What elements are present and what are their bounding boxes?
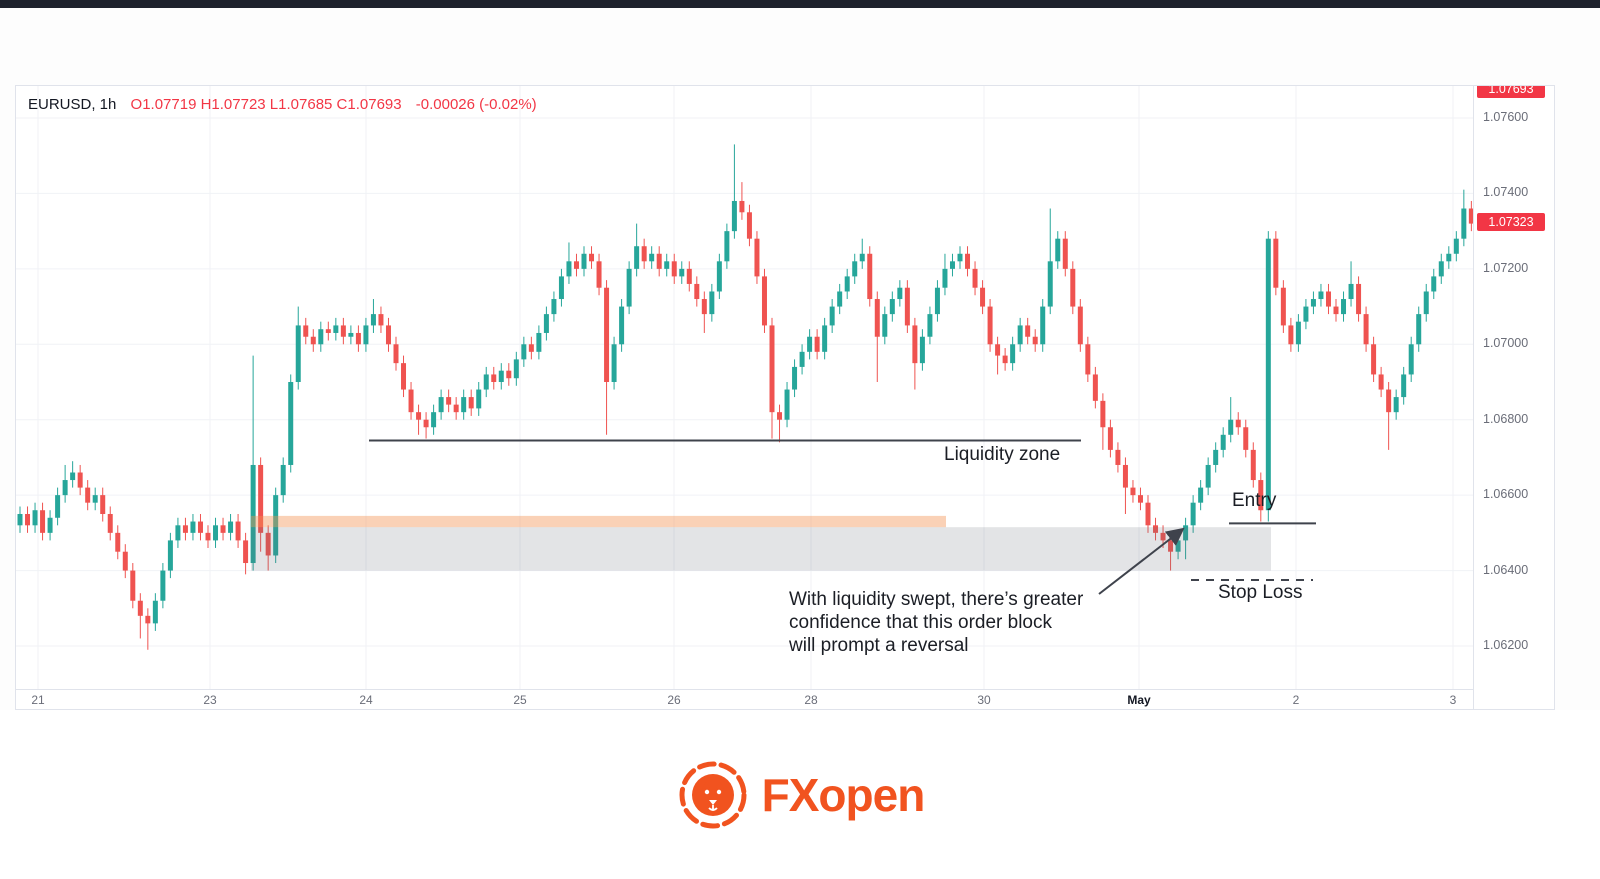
top-bar [0, 0, 1600, 8]
price-axis-label: 1.07200 [1483, 260, 1529, 275]
last-price-badge: 1.07323 [1477, 213, 1545, 232]
fxopen-wordmark: FXopen [761, 768, 926, 821]
time-axis-label: 30 [977, 693, 991, 707]
time-axis-label: 26 [667, 693, 681, 707]
chart-legend[interactable]: EURUSD, 1h O1.07719 H1.07723 L1.07685 C1… [28, 96, 547, 113]
price-axis-label: 1.07400 [1483, 185, 1529, 200]
chart-panel: EURUSD, 1h O1.07719 H1.07723 L1.07685 C1… [15, 85, 1555, 710]
time-axis-label: 21 [31, 693, 45, 707]
price-chart[interactable]: EURUSD, 1h O1.07719 H1.07723 L1.07685 C1… [16, 86, 1473, 689]
fxopen-logo: FXopen [676, 758, 925, 832]
liquidity-zone-label: Liquidity zone [944, 444, 1061, 465]
time-axis-label: 3 [1449, 693, 1457, 707]
time-axis-label: 23 [203, 693, 217, 707]
time-axis[interactable]: 21 23 24 25 26 28 30 May 2 3 [16, 689, 1473, 709]
time-axis-label: May [1127, 693, 1151, 707]
time-axis-label: 2 [1292, 693, 1300, 707]
candles-layer [17, 144, 1473, 650]
symbol-interval: EURUSD, 1h [28, 96, 117, 113]
order-block-note: With liquidity swept, there’s greater co… [789, 589, 1084, 656]
entry-label: Entry [1232, 490, 1277, 511]
stop-loss-label: Stop Loss [1218, 582, 1303, 603]
price-axis-label: 1.06200 [1483, 637, 1529, 652]
price-axis-label: 1.07600 [1483, 110, 1529, 124]
price-axis-label: 1.06400 [1483, 562, 1529, 577]
price-axis-label: 1.06800 [1483, 411, 1529, 426]
ohlc-values: O1.07719 H1.07723 L1.07685 C1.07693 [130, 96, 402, 113]
time-axis-label: 24 [359, 693, 373, 707]
candlestick-chart[interactable] [16, 86, 1473, 689]
time-axis-label: 25 [513, 693, 527, 707]
price-axis-label: 1.07000 [1483, 336, 1529, 351]
price-scale[interactable]: 1.07693 1.07323 1.07600 1.07400 1.07200 1.0… [1473, 86, 1554, 709]
time-axis-label: 28 [804, 693, 818, 707]
price-axis-label: 1.06600 [1483, 487, 1529, 502]
annotations-layer [251, 439, 1316, 595]
clipped-price-badge: 1.07693 [1477, 86, 1545, 98]
lion-mascot-icon [679, 761, 747, 828]
change-value: -0.00026 (-0.02%) [415, 96, 537, 113]
footer: FXopen [0, 710, 1600, 879]
